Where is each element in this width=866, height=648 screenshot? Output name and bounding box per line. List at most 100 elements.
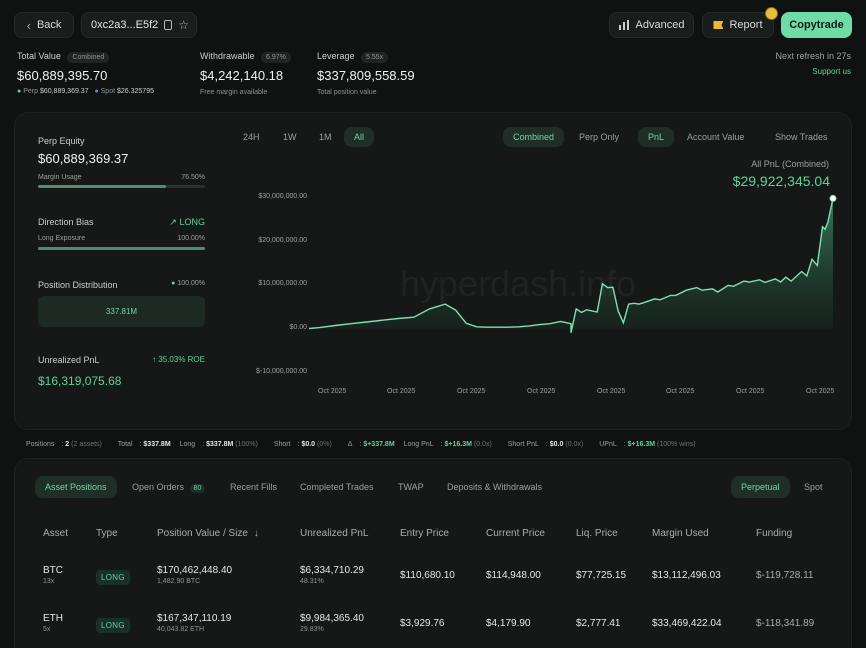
- advanced-label: Advanced: [635, 19, 685, 31]
- unrealized-pnl: $6,334,710.29: [300, 565, 364, 576]
- pnl-chart[interactable]: hyperdash.info: [308, 190, 840, 380]
- back-button[interactable]: ‹ Back: [14, 12, 74, 38]
- copytrade-button[interactable]: Copytrade: [781, 12, 852, 38]
- perp-dot-icon: ●: [17, 88, 22, 95]
- asset-leverage: 13x: [43, 578, 55, 585]
- sort-down-icon: ↓: [253, 528, 259, 539]
- all-pnl-label: All PnL (Combined): [751, 159, 829, 169]
- all-pnl-value: $29,922,345.04: [732, 173, 830, 189]
- header-asset[interactable]: Asset: [43, 528, 69, 539]
- mode-perp-only[interactable]: Perp Only: [579, 132, 620, 142]
- position-distribution-amount: 337.81M: [105, 307, 138, 316]
- total-label: Total: [117, 441, 133, 448]
- tab-completed-trades[interactable]: Completed Trades: [300, 482, 374, 492]
- show-trades-toggle[interactable]: Show Trades: [775, 132, 828, 142]
- range-1m[interactable]: 1M: [319, 132, 332, 142]
- flag-icon: [713, 21, 724, 29]
- upnl-sub: (100% wins): [657, 441, 696, 448]
- metric-account-value[interactable]: Account Value: [687, 132, 745, 142]
- combined-tag: Combined: [67, 52, 110, 63]
- margin-usage-value: 76.50%: [181, 174, 205, 181]
- copy-icon[interactable]: [164, 20, 173, 30]
- tab-deposits-withdrawals[interactable]: Deposits & Withdrawals: [447, 482, 543, 492]
- asset-name[interactable]: BTC: [43, 565, 63, 576]
- y-tick-label: $-10,000,000.00: [256, 368, 307, 375]
- star-icon[interactable]: ☆: [178, 18, 190, 32]
- liq-price: $2,777.41: [576, 618, 621, 629]
- withdrawable-pct: 6.97%: [261, 52, 291, 63]
- total-value-stat: $337.8M: [143, 441, 171, 448]
- header-entry-price[interactable]: Entry Price: [400, 528, 449, 539]
- x-tick-label: Oct 2025: [457, 388, 486, 395]
- position-value: $170,462,448.40: [157, 565, 233, 576]
- copytrade-label: Copytrade: [789, 19, 844, 31]
- x-tick-label: Oct 2025: [736, 388, 765, 395]
- asset-leverage: 5x: [43, 626, 51, 633]
- position-distribution-label: Position Distribution: [38, 280, 118, 290]
- support-link[interactable]: Support us: [812, 67, 851, 76]
- position-type-badge: LONG: [96, 570, 130, 585]
- address-chip[interactable]: 0xc2a3...E5f2 ☆: [81, 12, 197, 38]
- x-tick-label: Oct 2025: [666, 388, 695, 395]
- tab-open-orders-label: Open Orders: [132, 482, 185, 492]
- short-pnl-value: $0.0: [549, 441, 564, 448]
- header-margin-used[interactable]: Margin Used: [652, 528, 709, 539]
- perp-equity-value: $60,889,369.37: [38, 151, 129, 166]
- position-size: 40,043.82 ETH: [157, 626, 205, 633]
- withdrawable-label: Withdrawable: [200, 51, 255, 61]
- leverage-value: $337,809,558.59: [317, 68, 415, 83]
- x-tick-label: Oct 2025: [387, 388, 416, 395]
- header-type[interactable]: Type: [96, 528, 118, 539]
- entry-price: $110,680.10: [400, 570, 455, 581]
- spot-value: $26.325795: [117, 88, 154, 95]
- mode-combined[interactable]: Combined: [503, 127, 565, 147]
- x-tick-label: Oct 2025: [806, 388, 835, 395]
- position-distribution-bar: 337.81M: [38, 296, 205, 327]
- range-1w[interactable]: 1W: [283, 132, 297, 142]
- tab-asset-positions[interactable]: Asset Positions: [35, 476, 117, 498]
- pnl-endpoint[interactable]: [829, 194, 837, 202]
- dot-icon: ●: [171, 280, 176, 287]
- spot-label: Spot: [100, 88, 116, 95]
- range-24h[interactable]: 24H: [243, 132, 260, 142]
- tab-perpetual[interactable]: Perpetual: [731, 476, 790, 498]
- total-value-label: Total Value: [17, 51, 61, 61]
- tab-spot[interactable]: Spot: [804, 482, 823, 492]
- long-label: Long: [179, 441, 196, 448]
- margin-usage-bar: [38, 185, 205, 188]
- range-all[interactable]: All: [344, 127, 375, 147]
- position-size: 1,482.90 BTC: [157, 578, 201, 585]
- header-liq-price[interactable]: Liq. Price: [576, 528, 618, 539]
- report-button[interactable]: Report: [702, 12, 774, 38]
- positions-count: 2: [65, 441, 70, 448]
- spot-dot-icon: ●: [94, 88, 99, 95]
- unrealized-pnl-pct: 48.31%: [300, 578, 324, 585]
- header-current-price[interactable]: Current Price: [486, 528, 545, 539]
- current-price: $114,948.00: [486, 570, 541, 581]
- withdrawable-block: Withdrawable 6.97% $4,242,140.18 Free ma…: [200, 51, 291, 96]
- long-value: $337.8M: [206, 441, 234, 448]
- header-position-value-label: Position Value / Size: [157, 528, 248, 539]
- funding: $-119,728.11: [756, 570, 814, 581]
- header-unrealized-pnl[interactable]: Unrealized PnL: [300, 528, 369, 539]
- entry-price: $3,929.76: [400, 618, 445, 629]
- tab-twap[interactable]: TWAP: [398, 482, 424, 492]
- short-label: Short: [273, 441, 291, 448]
- leverage-label: Leverage: [317, 51, 355, 61]
- asset-name[interactable]: ETH: [43, 613, 63, 624]
- perp-equity-label: Perp Equity: [38, 136, 85, 146]
- long-exposure-value: 100.00%: [177, 235, 205, 242]
- unrealized-pnl-pct: 29.83%: [300, 626, 324, 633]
- arrow-up-icon: ↑: [152, 355, 157, 364]
- header-position-value[interactable]: Position Value / Size ↓: [157, 528, 259, 539]
- metric-pnl[interactable]: PnL: [638, 127, 675, 147]
- position-type-badge: LONG: [96, 618, 130, 633]
- short-pnl-sub: (0.0x): [565, 441, 584, 448]
- tab-recent-fills[interactable]: Recent Fills: [230, 482, 278, 492]
- tab-open-orders[interactable]: Open Orders 80: [122, 476, 215, 498]
- header-funding[interactable]: Funding: [756, 528, 793, 539]
- perp-value: $60,889,369.37: [39, 88, 89, 95]
- advanced-button[interactable]: Advanced: [609, 12, 694, 38]
- refresh-timer: Next refresh in 27s: [775, 51, 851, 61]
- unrealized-roe-text: 35.03% ROE: [158, 355, 205, 364]
